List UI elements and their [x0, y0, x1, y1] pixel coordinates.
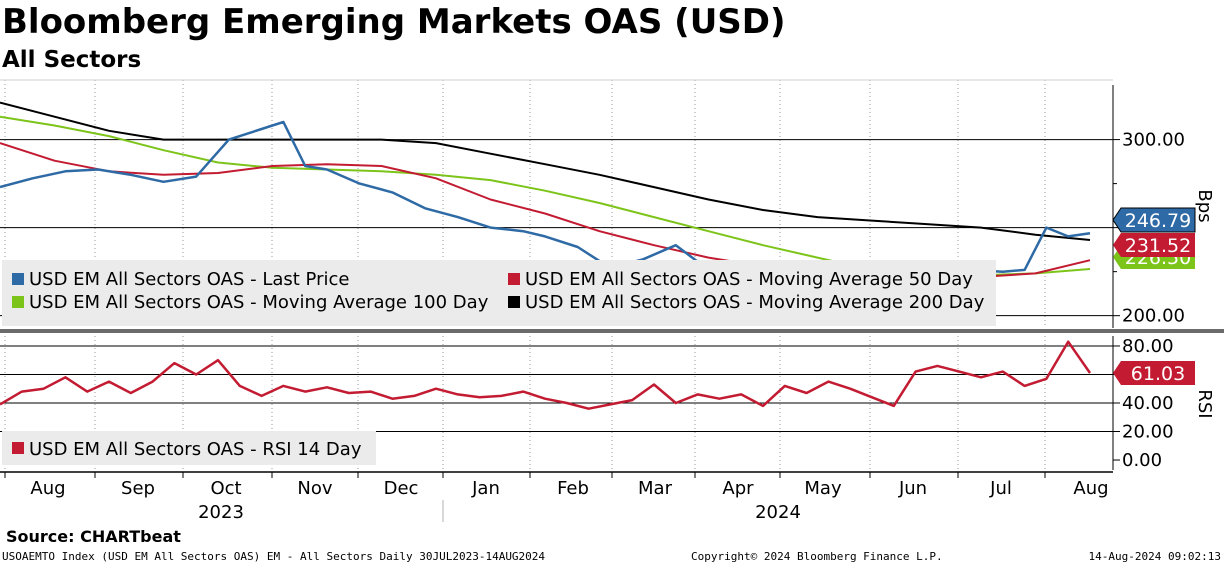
- rsi-legend-background: [2, 431, 376, 465]
- x-tick-label: Aug: [1073, 478, 1108, 499]
- price-panel: 200.00 300.00 USD EM All Sectors OAS - La…: [0, 79, 1215, 328]
- price-legend: USD EM All Sectors OAS - Last Price USD E…: [2, 260, 996, 326]
- x-tick-label: Apr: [722, 478, 754, 499]
- legend-label-ma50: USD EM All Sectors OAS - Moving Average …: [525, 269, 973, 290]
- rsi-y-axis-label: RSI: [1194, 389, 1215, 418]
- source-note: Source: CHARTbeat: [6, 527, 181, 546]
- legend-swatch-rsi: [12, 442, 24, 454]
- last-value-tag-last_price: 246.79: [1112, 207, 1196, 233]
- footer-copyright: Copyright© 2024 Bloomberg Finance L.P.: [691, 550, 943, 563]
- rsi-y-tick-label: 40.00: [1122, 393, 1174, 414]
- last-value-tag-text: 246.79: [1125, 210, 1191, 232]
- chart-title: Bloomberg Emerging Markets OAS (USD): [2, 2, 786, 42]
- x-tick-label: Oct: [210, 478, 241, 499]
- last-value-tag-shape: [1113, 233, 1195, 257]
- legend-label-ma100: USD EM All Sectors OAS - Moving Average …: [29, 292, 489, 313]
- rsi-last-value-labels: 61.03: [1113, 361, 1195, 386]
- x-tick-label: Jul: [989, 478, 1012, 499]
- x-tick-label: Feb: [557, 478, 589, 499]
- legend-swatch-ma200: [508, 296, 520, 308]
- x-tick-label: Jan: [471, 478, 500, 499]
- price-y-tick-label: 300.00: [1122, 130, 1185, 151]
- last-value-tag-shape: [1112, 207, 1196, 233]
- x-year-label: 2024: [755, 502, 801, 523]
- chart-subtitle: All Sectors: [2, 47, 142, 73]
- rsi-y-tick-label: 80.00: [1122, 336, 1174, 357]
- x-tick-label: May: [804, 478, 842, 499]
- last-value-tag-rsi: 61.03: [1113, 361, 1195, 386]
- legend-swatch-last_price: [12, 273, 24, 285]
- x-tick-label: Aug: [30, 478, 65, 499]
- last-value-tag-text: 231.52: [1125, 235, 1191, 257]
- rsi-y-tick-label: 20.00: [1122, 422, 1174, 443]
- legend-label-ma200: USD EM All Sectors OAS - Moving Average …: [525, 292, 985, 313]
- x-year-label: 2023: [198, 502, 244, 523]
- x-tick-label: Mar: [638, 478, 673, 499]
- last-value-tag-shape: [1113, 361, 1195, 386]
- series-line-ma200: [0, 101, 1091, 241]
- legend-swatch-ma100: [12, 296, 24, 308]
- price-y-ticks: 200.00 300.00: [1113, 130, 1185, 327]
- x-tick-label: Nov: [297, 478, 332, 499]
- legend-swatch-ma50: [508, 273, 520, 285]
- price-legend-background: [2, 260, 996, 326]
- last-value-tag-text: 61.03: [1131, 363, 1185, 385]
- last-value-tag-ma50: 231.52: [1113, 233, 1195, 257]
- x-tick-label: Dec: [384, 478, 419, 499]
- x-tick-label: Sep: [121, 478, 155, 499]
- series-line-ma50: [0, 142, 1091, 278]
- rsi-series-group: [0, 340, 1092, 410]
- footer-ticker: USOAEMTO Index (USD EM All Sectors OAS) …: [2, 550, 546, 563]
- series-line-rsi: [0, 340, 1092, 410]
- rsi-legend: USD EM All Sectors OAS - RSI 14 Day: [2, 431, 376, 465]
- panel-divider: [0, 329, 1224, 333]
- x-tick-label: Jun: [898, 478, 927, 499]
- rsi-y-tick-label: 0.00: [1122, 450, 1162, 471]
- legend-label-rsi: USD EM All Sectors OAS - RSI 14 Day: [29, 439, 362, 460]
- price-y-axis-label: Bps: [1194, 189, 1215, 222]
- footer-timestamp: 14-Aug-2024 09:02:13: [1088, 550, 1221, 563]
- price-y-tick-label: 200.00: [1122, 306, 1185, 327]
- legend-label-last_price: USD EM All Sectors OAS - Last Price: [29, 269, 349, 290]
- x-axis: Aug Sep Oct Nov Dec Jan Feb Mar Apr May Jun Jul Aug 2…: [4, 472, 1109, 523]
